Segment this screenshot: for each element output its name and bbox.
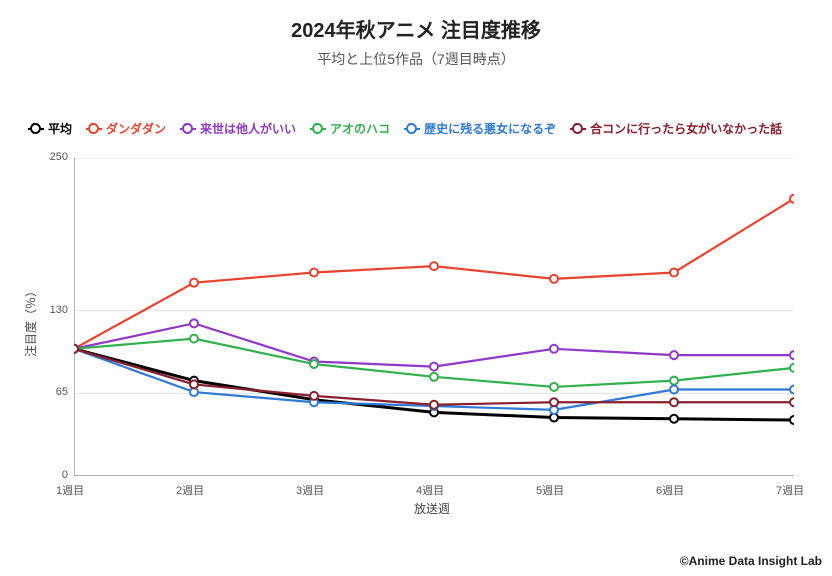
y-axis-label: 注目度（％） <box>22 285 39 357</box>
data-point <box>670 398 678 406</box>
legend-label: 合コンに行ったら女がいなかった話 <box>590 120 782 137</box>
data-point <box>430 363 438 371</box>
legend-item: 平均 <box>28 120 72 137</box>
x-tick: 3週目 <box>296 482 324 498</box>
y-tick: 130 <box>50 304 68 316</box>
legend-marker <box>180 128 196 130</box>
x-tick: 6週目 <box>656 482 684 498</box>
legend-marker <box>28 128 44 130</box>
data-point <box>790 364 794 372</box>
data-point <box>550 345 558 353</box>
data-point <box>430 401 438 409</box>
x-tick: 7週目 <box>776 482 804 498</box>
data-point <box>790 351 794 359</box>
y-tick: 0 <box>62 469 68 481</box>
data-point <box>190 279 198 287</box>
legend-label: ダンダダン <box>106 120 166 137</box>
data-point <box>550 275 558 283</box>
plot-area <box>74 158 794 476</box>
legend-item: 来世は他人がいい <box>180 120 296 137</box>
legend-marker <box>86 128 102 130</box>
chart-title: 2024年秋アニメ 注目度推移 <box>0 0 832 43</box>
data-point <box>430 262 438 270</box>
x-axis-label: 放送週 <box>414 500 450 517</box>
legend-marker <box>570 128 586 130</box>
credit-text: ©Anime Data Insight Lab <box>680 554 822 568</box>
data-point <box>790 195 794 203</box>
legend: 平均 ダンダダン 来世は他人がいい アオのハコ 歴史に残る悪女になるぞ 合コンに行ったら女… <box>28 120 782 137</box>
data-point <box>430 373 438 381</box>
data-point <box>670 351 678 359</box>
x-tick: 2週目 <box>176 482 204 498</box>
data-point <box>310 360 318 368</box>
legend-label: 来世は他人がいい <box>200 120 296 137</box>
data-point <box>190 335 198 343</box>
legend-marker <box>310 128 326 130</box>
data-point <box>670 386 678 394</box>
legend-label: 歴史に残る悪女になるぞ <box>424 120 556 137</box>
data-point <box>670 415 678 423</box>
series-line <box>74 323 794 366</box>
x-tick: 5週目 <box>536 482 564 498</box>
y-tick: 250 <box>50 151 68 163</box>
legend-label: 平均 <box>48 120 72 137</box>
legend-item: 合コンに行ったら女がいなかった話 <box>570 120 782 137</box>
legend-item: ダンダダン <box>86 120 166 137</box>
data-point <box>310 392 318 400</box>
data-point <box>790 398 794 406</box>
data-point <box>550 383 558 391</box>
data-point <box>310 268 318 276</box>
legend-label: アオのハコ <box>330 120 390 137</box>
legend-item: アオのハコ <box>310 120 390 137</box>
data-point <box>74 345 78 353</box>
data-point <box>670 377 678 385</box>
x-tick: 1週目 <box>56 482 84 498</box>
legend-item: 歴史に残る悪女になるぞ <box>404 120 556 137</box>
data-point <box>550 398 558 406</box>
legend-marker <box>404 128 420 130</box>
data-point <box>670 268 678 276</box>
x-tick: 4週目 <box>416 482 444 498</box>
chart-subtitle: 平均と上位5作品（7週目時点） <box>0 49 832 69</box>
chart-container: 2024年秋アニメ 注目度推移 平均と上位5作品（7週目時点） 平均 ダンダダン 来… <box>0 0 832 576</box>
data-point <box>790 386 794 394</box>
y-tick: 65 <box>56 386 68 398</box>
data-point <box>190 319 198 327</box>
data-point <box>790 416 794 424</box>
data-point <box>190 380 198 388</box>
